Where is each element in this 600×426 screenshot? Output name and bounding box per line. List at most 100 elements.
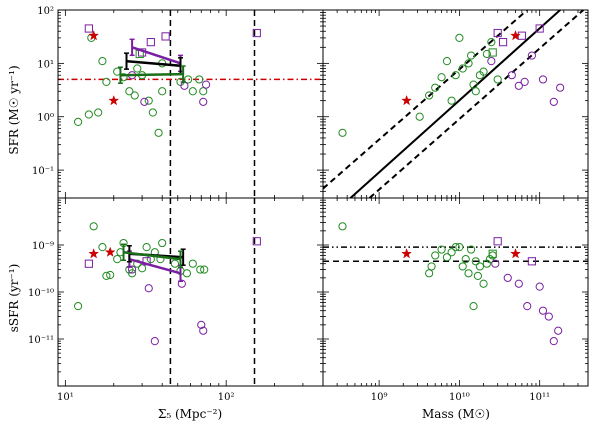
data-point-circle [184,75,193,84]
y-tick-label: 10⁻⁹ [32,241,54,252]
data-point-circle [127,265,137,274]
data-point-circle [491,259,500,268]
trend-segment [120,72,184,77]
data-point-square [252,237,261,246]
data-point-square [493,237,502,246]
data-point-star [510,29,521,41]
data-point-circle [464,59,473,68]
panel-content [323,222,588,346]
data-point-circle [125,87,134,96]
data-point-circle [469,302,478,311]
data-point-circle [140,97,149,106]
data-point-circle [200,265,209,274]
data-point-circle [94,108,103,117]
data-point-square [493,28,502,38]
data-point-circle [425,91,434,100]
data-point-square [488,249,497,258]
xlabel-right: Mass (M☉) [422,407,490,421]
trend-line [368,10,585,198]
data-point-circle [158,87,167,96]
data-point-star [88,29,100,41]
panel-frame [57,9,324,199]
y-tick-label: 10² [37,6,54,17]
data-point-circle [458,262,467,271]
data-point-square [252,28,261,38]
data-point-star [401,94,413,106]
data-point-circle [338,222,347,231]
data-point-circle [538,306,548,315]
data-point-circle [431,83,440,92]
data-point-circle [148,108,157,117]
y-tick-label: 10⁻¹⁰ [28,288,54,299]
data-point-circle [520,77,529,86]
data-point-star [401,248,413,259]
data-point-circle [544,312,553,321]
trend-segment [129,257,181,275]
data-point-circle [431,251,440,260]
data-point-circle [133,64,142,73]
data-point-circle [487,38,496,47]
data-point-circle [130,91,139,100]
data-point-circle [197,320,206,329]
data-point-circle [201,80,211,89]
data-point-circle [554,326,563,335]
panel-bottom-left: 10⁻¹¹ 10⁻¹⁰ 10⁻⁹ 10¹ 10² [28,197,324,403]
data-point-circle [503,273,512,282]
data-point-circle [535,282,544,291]
data-point-circle [487,57,496,66]
trend-segment [126,59,181,68]
data-point-circle [451,71,460,80]
data-point-square [498,38,508,47]
y-tick-label: 10⁻¹ [32,166,54,177]
data-point-circle [106,270,115,280]
data-point-circle [195,75,204,84]
data-point-circle [514,81,523,90]
data-point-circle [102,77,111,86]
panel-content [323,10,585,198]
data-point-circle [89,222,98,231]
panel-content [58,10,323,198]
data-point-circle [144,284,153,293]
panel-top-left: 10⁻¹ 10⁰ 10¹ 10² [32,6,324,199]
data-point-star [108,94,120,106]
data-point-circle [127,269,137,278]
data-point-circle [549,97,558,106]
data-point-circle [507,71,516,80]
data-point-circle [447,96,456,105]
data-point-circle [451,243,460,252]
data-point-circle [113,255,122,264]
x-tick-label: 10² [218,392,235,403]
data-point-circle [556,83,565,92]
data-point-circle [170,259,180,268]
data-point-circle [538,75,548,84]
data-point-circle [102,271,111,281]
panel-frame [322,197,589,387]
data-point-circle [455,243,464,252]
data-point-circle [479,67,488,76]
data-point-square [517,31,526,40]
data-point-circle [199,326,208,335]
data-point-circle [142,243,151,252]
data-point-circle [523,302,532,311]
data-point-circle [137,264,147,273]
data-point-circle [199,87,208,96]
trend-line [349,10,561,198]
y-tick-label: 10⁻¹¹ [28,335,54,346]
data-point-circle [415,112,424,121]
data-point-square [161,32,170,41]
data-point-square [84,259,93,268]
data-point-circle [464,269,473,278]
data-point-circle [188,87,197,96]
data-point-circle [73,302,83,311]
data-point-circle [467,51,476,60]
data-point-circle [447,248,456,257]
data-point-square [535,24,544,33]
data-point-circle [188,259,197,268]
ylabel-top: SFR (M☉ yr⁻¹) [7,65,21,154]
data-point-circle [527,51,536,60]
panel-top-right [322,9,589,199]
trend-line [323,10,528,190]
data-point-circle [182,269,192,278]
data-point-circle [461,255,470,264]
data-point-circle [458,64,467,73]
